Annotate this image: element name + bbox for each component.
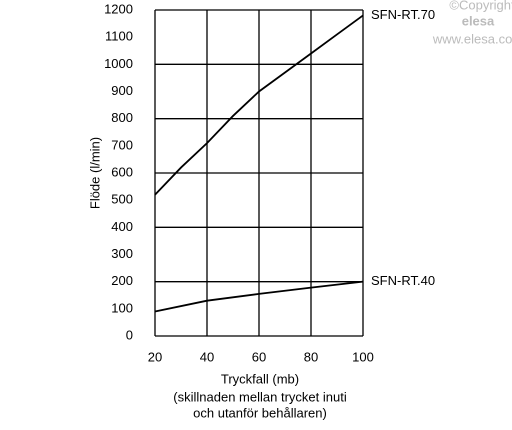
watermark: elesa <box>462 13 495 28</box>
y-tick-label: 500 <box>111 192 133 207</box>
y-tick-label: 800 <box>111 110 133 125</box>
y-tick-label: 400 <box>111 219 133 234</box>
y-tick-label: 300 <box>111 246 133 261</box>
x-tick-label: 100 <box>352 349 374 364</box>
watermark: ©Copyright <box>449 0 512 12</box>
series-label: SFN-RT.40 <box>371 273 435 288</box>
y-tick-label: 1100 <box>105 29 133 44</box>
series-label: SFN-RT.70 <box>371 7 435 22</box>
x-tick-label: 40 <box>200 349 214 364</box>
x-axis-note: (skillnaden mellan trycket inuti <box>173 389 347 404</box>
y-tick-label: 900 <box>111 83 133 98</box>
y-tick-label: 700 <box>111 137 133 152</box>
y-tick-label: 1000 <box>104 56 133 71</box>
y-tick-label: 200 <box>111 273 133 288</box>
series-line <box>154 14 364 196</box>
series-line <box>154 280 364 313</box>
x-tick-label: 80 <box>304 349 318 364</box>
y-tick-label: 600 <box>111 164 133 179</box>
x-axis-note: och utanför behållaren) <box>193 405 327 420</box>
y-tick-label: 100 <box>111 300 133 315</box>
y-axis-label: Flöde (l/min) <box>87 137 102 209</box>
y-tick-label: 1200 <box>104 1 133 16</box>
y-tick-label: 0 <box>126 327 133 342</box>
watermark: www.elesa.com <box>432 31 512 46</box>
x-tick-label: 60 <box>252 349 266 364</box>
x-axis-label: Tryckfall (mb) <box>221 371 299 386</box>
x-tick-label: 20 <box>148 349 162 364</box>
